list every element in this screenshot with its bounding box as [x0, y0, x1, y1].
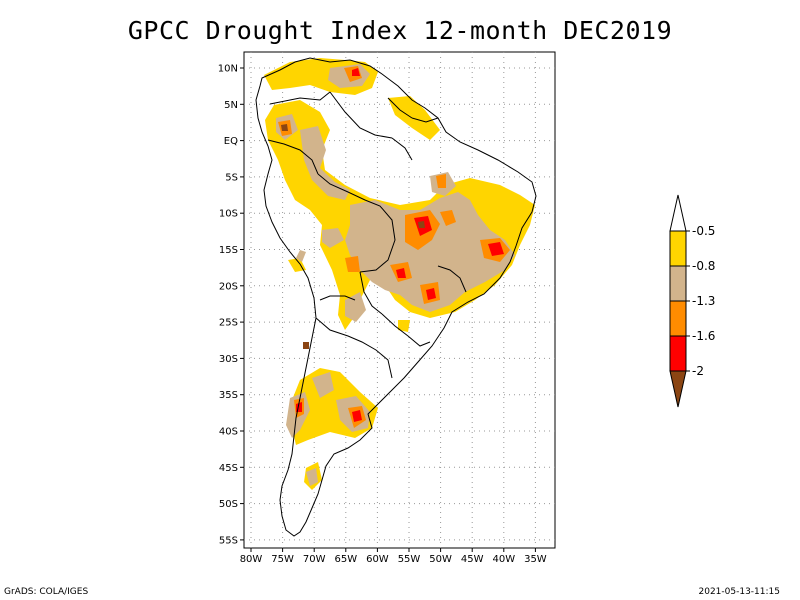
coastlines — [255, 57, 537, 537]
lon-label: 70W — [303, 554, 326, 565]
lat-label: 55S — [219, 535, 238, 546]
grads-credit: GrADS: COLA/IGES — [4, 587, 89, 597]
lat-label: 10N — [218, 64, 238, 75]
lat-label: 25S — [219, 318, 238, 329]
legend-label: -0.8 — [692, 259, 715, 273]
render-timestamp: 2021-05-13-11:15 — [698, 587, 781, 597]
legend-label: -0.5 — [692, 224, 715, 238]
lon-label: 35W — [524, 554, 547, 565]
lat-label: 5N — [224, 100, 238, 111]
legend-swatch — [669, 265, 687, 302]
lat-label: 45S — [219, 463, 238, 474]
lat-label: 50S — [219, 499, 238, 510]
legend-label: -1.6 — [692, 329, 715, 343]
legend-swatch — [669, 335, 687, 372]
legend-swatch — [669, 230, 687, 267]
lon-label: 80W — [240, 554, 263, 565]
lon-label: 40W — [492, 554, 515, 565]
lat-label: 20S — [219, 281, 238, 292]
drought-shading — [264, 58, 535, 490]
lon-label: 50W — [429, 554, 452, 565]
legend-label: -1.3 — [692, 294, 715, 308]
legend-arrow-top — [669, 194, 687, 232]
lat-label: 15S — [219, 245, 238, 256]
legend-label: -2 — [692, 364, 704, 378]
map-title: GPCC Drought Index 12-month DEC2019 — [127, 16, 673, 45]
legend-swatch — [669, 300, 687, 337]
lon-label: 60W — [366, 554, 389, 565]
lat-label: 40S — [219, 427, 238, 438]
lat-label: 35S — [219, 390, 238, 401]
lat-label: 30S — [219, 354, 238, 365]
lat-label: 5S — [225, 172, 238, 183]
lon-label: 55W — [398, 554, 421, 565]
lon-label: 45W — [461, 554, 484, 565]
legend-arrow-bottom — [669, 370, 687, 408]
lat-label: EQ — [224, 136, 238, 147]
lon-label: 65W — [334, 554, 357, 565]
lon-label: 75W — [271, 554, 294, 565]
lat-label: 10S — [219, 209, 238, 220]
